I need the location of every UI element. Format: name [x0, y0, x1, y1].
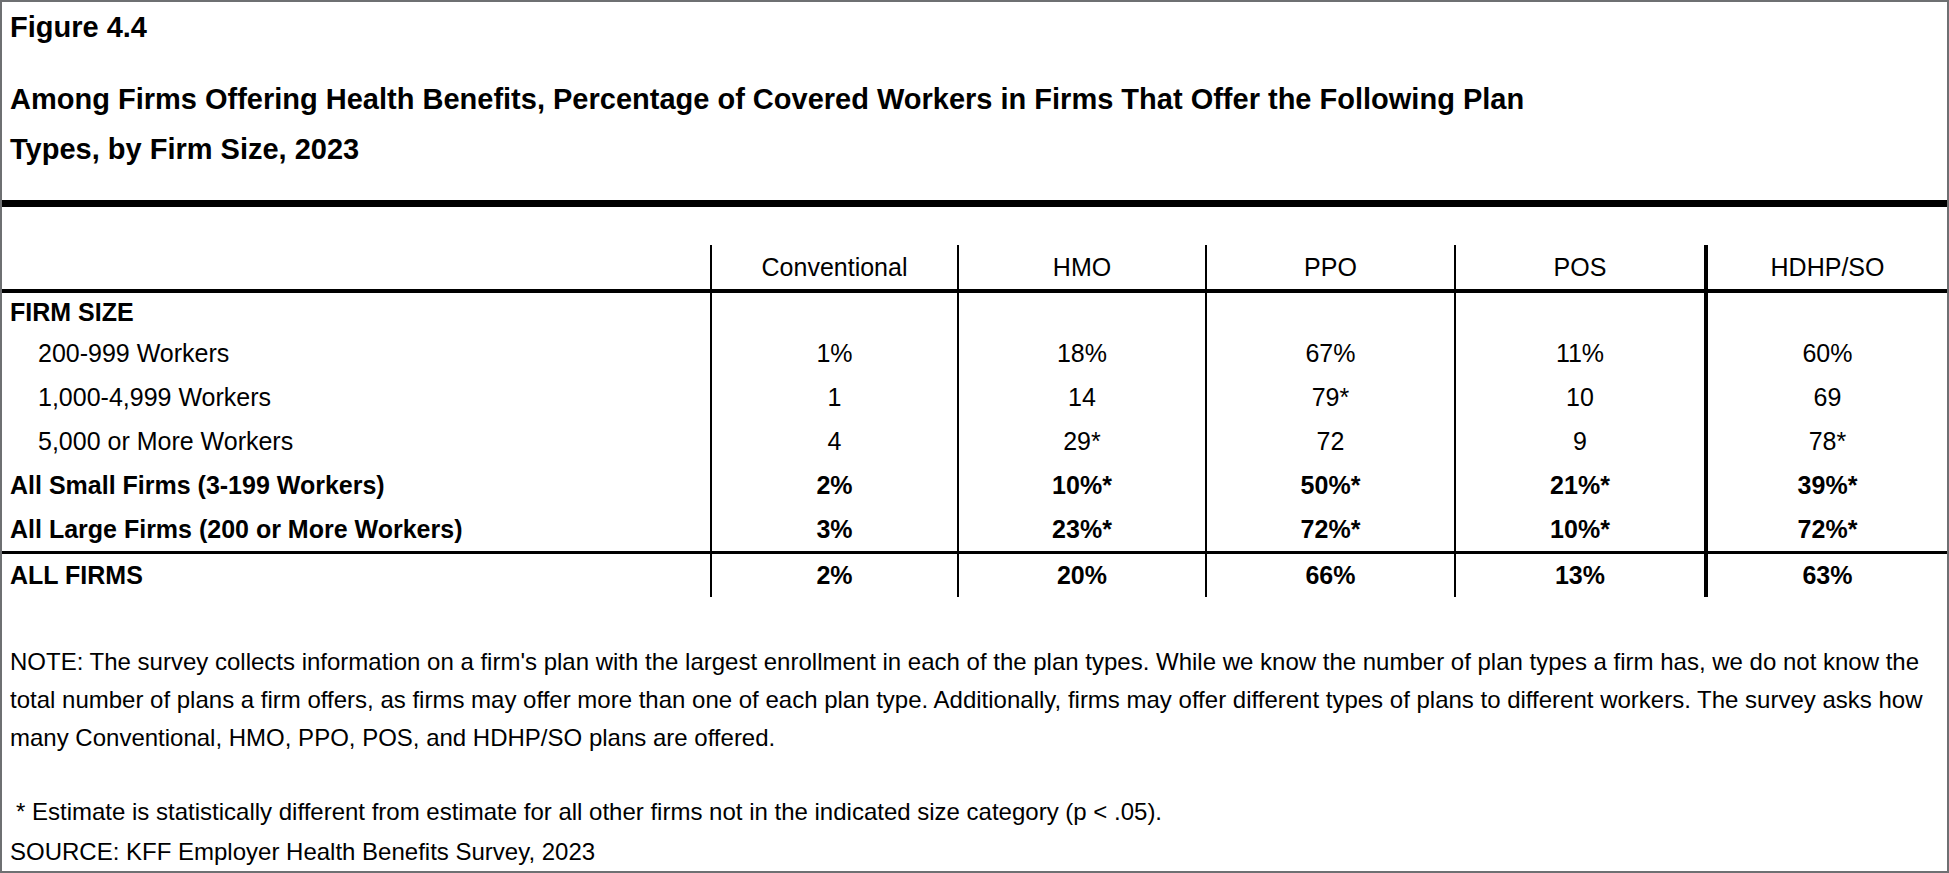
table-cell: 21%* [1454, 463, 1704, 507]
table-row: All Small Firms (3-199 Workers) 2% 10%* … [2, 463, 1947, 507]
table-cell: 72 [1205, 419, 1454, 463]
table-cell: 72%* [1205, 507, 1454, 551]
column-header-ppo: PPO [1205, 245, 1454, 293]
table-cell: 20% [957, 551, 1205, 597]
table-cell: 9 [1454, 419, 1704, 463]
table-cell: 72%* [1704, 507, 1947, 551]
source-line: SOURCE: KFF Employer Health Benefits Sur… [10, 837, 1933, 867]
table-corner-cell [2, 245, 710, 293]
table-row: 200-999 Workers 1% 18% 67% 11% 60% [2, 331, 1947, 375]
row-label-firm-size: FIRM SIZE [2, 293, 710, 331]
table-row: All Large Firms (200 or More Workers) 3%… [2, 507, 1947, 551]
table-row: 5,000 or More Workers 4 29* 72 9 78* [2, 419, 1947, 463]
note-text: NOTE: The survey collects information on… [10, 643, 1933, 757]
figure-title: Among Firms Offering Health Benefits, Pe… [10, 74, 1570, 174]
row-label-all-small-firms: All Small Firms (3-199 Workers) [2, 463, 710, 507]
table-cell: 63% [1704, 551, 1947, 597]
row-label-all-firms: ALL FIRMS [2, 551, 710, 597]
table-cell: 3% [710, 507, 957, 551]
table-cell: 13% [1454, 551, 1704, 597]
table-cell: 10%* [957, 463, 1205, 507]
table-cell: 11% [1454, 331, 1704, 375]
table-row: FIRM SIZE [2, 293, 1947, 331]
table-cell: 39%* [1704, 463, 1947, 507]
row-label-1000-4999: 1,000-4,999 Workers [2, 375, 710, 419]
table-cell: 69 [1704, 375, 1947, 419]
table-cell [1704, 293, 1947, 331]
title-divider-rule [2, 200, 1947, 207]
column-header-hmo: HMO [957, 245, 1205, 293]
table-header-row: Conventional HMO PPO POS HDHP/SO [2, 245, 1947, 293]
table-cell: 14 [957, 375, 1205, 419]
column-header-hdhpso: HDHP/SO [1704, 245, 1947, 293]
table-cell: 60% [1704, 331, 1947, 375]
table-cell: 2% [710, 551, 957, 597]
table-cell [957, 293, 1205, 331]
table-cell: 18% [957, 331, 1205, 375]
table-cell [710, 293, 957, 331]
table-row-all-firms: ALL FIRMS 2% 20% 66% 13% 63% [2, 551, 1947, 597]
table-cell: 78* [1704, 419, 1947, 463]
table-cell: 29* [957, 419, 1205, 463]
table-cell: 2% [710, 463, 957, 507]
table-cell: 1 [710, 375, 957, 419]
figure-label: Figure 4.4 [10, 10, 1933, 44]
table-row: 1,000-4,999 Workers 1 14 79* 10 69 [2, 375, 1947, 419]
table-cell: 66% [1205, 551, 1454, 597]
table-cell: 10%* [1454, 507, 1704, 551]
row-label-200-999: 200-999 Workers [2, 331, 710, 375]
plan-type-table: Conventional HMO PPO POS HDHP/SO FIRM SI… [2, 245, 1947, 597]
column-header-pos: POS [1454, 245, 1704, 293]
table-cell: 4 [710, 419, 957, 463]
asterisk-footnote: * Estimate is statistically different fr… [10, 793, 1933, 831]
table-cell [1454, 293, 1704, 331]
row-label-all-large-firms: All Large Firms (200 or More Workers) [2, 507, 710, 551]
table-cell [1205, 293, 1454, 331]
footnotes: NOTE: The survey collects information on… [2, 643, 1947, 867]
table-cell: 10 [1454, 375, 1704, 419]
row-label-5000-or-more: 5,000 or More Workers [2, 419, 710, 463]
table-cell: 50%* [1205, 463, 1454, 507]
table-cell: 79* [1205, 375, 1454, 419]
table-cell: 23%* [957, 507, 1205, 551]
table-cell: 67% [1205, 331, 1454, 375]
figure-4-4: Figure 4.4 Among Firms Offering Health B… [0, 0, 1949, 873]
table-cell: 1% [710, 331, 957, 375]
column-header-conventional: Conventional [710, 245, 957, 293]
figure-header: Figure 4.4 Among Firms Offering Health B… [2, 2, 1947, 174]
